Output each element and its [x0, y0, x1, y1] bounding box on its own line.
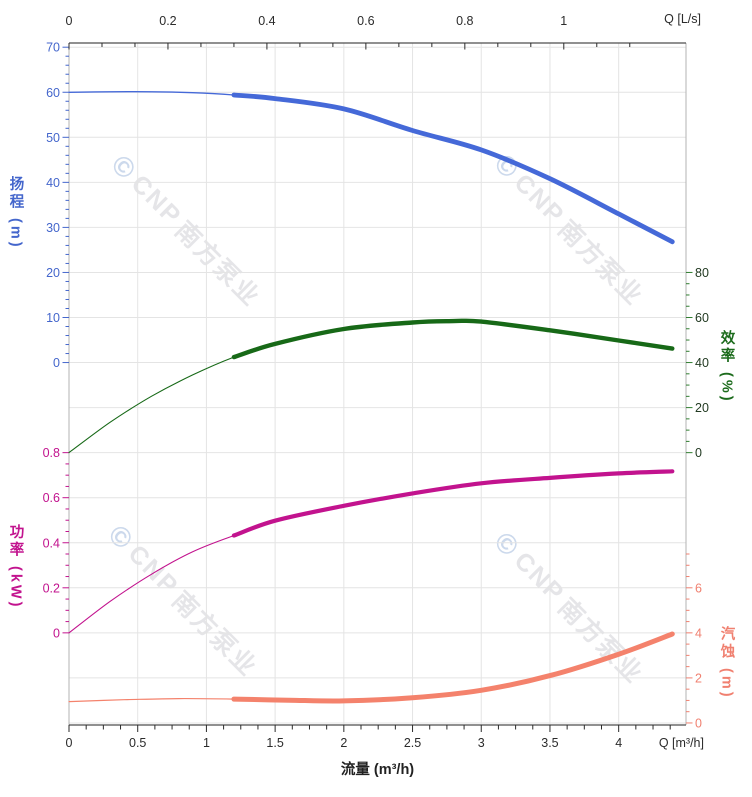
bottom-axis-unit-label: Q [m³/h]	[658, 736, 704, 750]
head-axis-title: 扬程 (m)	[7, 176, 24, 250]
svg-text:2.5: 2.5	[404, 736, 421, 750]
svg-text:60: 60	[46, 86, 60, 100]
svg-text:0.5: 0.5	[129, 736, 146, 750]
svg-text:40: 40	[695, 356, 709, 370]
svg-text:0.8: 0.8	[456, 14, 473, 28]
grid	[69, 43, 686, 725]
svg-text:0.8: 0.8	[43, 446, 60, 460]
power-axis-title: 功率 (kW)	[7, 524, 24, 610]
svg-text:0: 0	[695, 446, 702, 460]
efficiency-axis: 80 60 40 20 0	[686, 266, 709, 460]
svg-text:0.6: 0.6	[357, 14, 374, 28]
efficiency-axis-title: 效率 (%)	[718, 330, 735, 404]
svg-text:6: 6	[695, 581, 702, 595]
svg-text:0.4: 0.4	[258, 14, 275, 28]
svg-text:0.2: 0.2	[43, 581, 60, 595]
svg-text:80: 80	[695, 266, 709, 280]
svg-text:40: 40	[46, 176, 60, 190]
svg-text:4: 4	[615, 736, 622, 750]
svg-text:4: 4	[695, 626, 702, 640]
svg-text:30: 30	[46, 221, 60, 235]
svg-text:0.4: 0.4	[43, 536, 60, 550]
svg-text:2: 2	[340, 736, 347, 750]
svg-text:0: 0	[53, 356, 60, 370]
head-curve	[231, 92, 675, 245]
npsh-curve	[231, 631, 675, 704]
curves	[68, 91, 675, 704]
svg-text:60: 60	[695, 311, 709, 325]
svg-text:1.5: 1.5	[266, 736, 283, 750]
power-curve	[231, 469, 675, 538]
svg-text:3: 3	[478, 736, 485, 750]
svg-text:0.6: 0.6	[43, 491, 60, 505]
svg-text:20: 20	[695, 401, 709, 415]
svg-text:0.2: 0.2	[159, 14, 176, 28]
bottom-axis: 0 0.5 1 1.5 2 2.5 3 3.5 4	[66, 725, 671, 750]
svg-text:0: 0	[695, 716, 702, 730]
efficiency-curve	[231, 318, 675, 360]
plot-border	[68, 42, 687, 726]
svg-text:0: 0	[53, 626, 60, 640]
svg-text:20: 20	[46, 266, 60, 280]
svg-text:2: 2	[695, 671, 702, 685]
npsh-axis: 6 4 2 0	[686, 553, 702, 730]
top-axis-unit-label: Q [L/s]	[664, 12, 701, 26]
svg-text:1: 1	[560, 14, 567, 28]
svg-text:70: 70	[46, 41, 60, 55]
svg-text:10: 10	[46, 311, 60, 325]
power-axis: 0.8 0.6 0.4 0.2 0	[43, 446, 69, 640]
npsh-axis-title: 汽蚀 (m)	[718, 626, 735, 700]
power-curve-thin	[68, 470, 673, 634]
top-axis: 0 0.2 0.4 0.6 0.8 1	[66, 14, 631, 50]
svg-text:50: 50	[46, 131, 60, 145]
svg-text:0: 0	[66, 14, 73, 28]
svg-text:0: 0	[66, 736, 73, 750]
flow-axis-title: 流量 (m³/h)	[340, 762, 415, 778]
svg-text:1: 1	[203, 736, 210, 750]
head-axis: 70 60 50 40 30 20 10 0	[46, 41, 69, 370]
svg-text:3.5: 3.5	[541, 736, 558, 750]
efficiency-curve-thin	[68, 320, 673, 454]
